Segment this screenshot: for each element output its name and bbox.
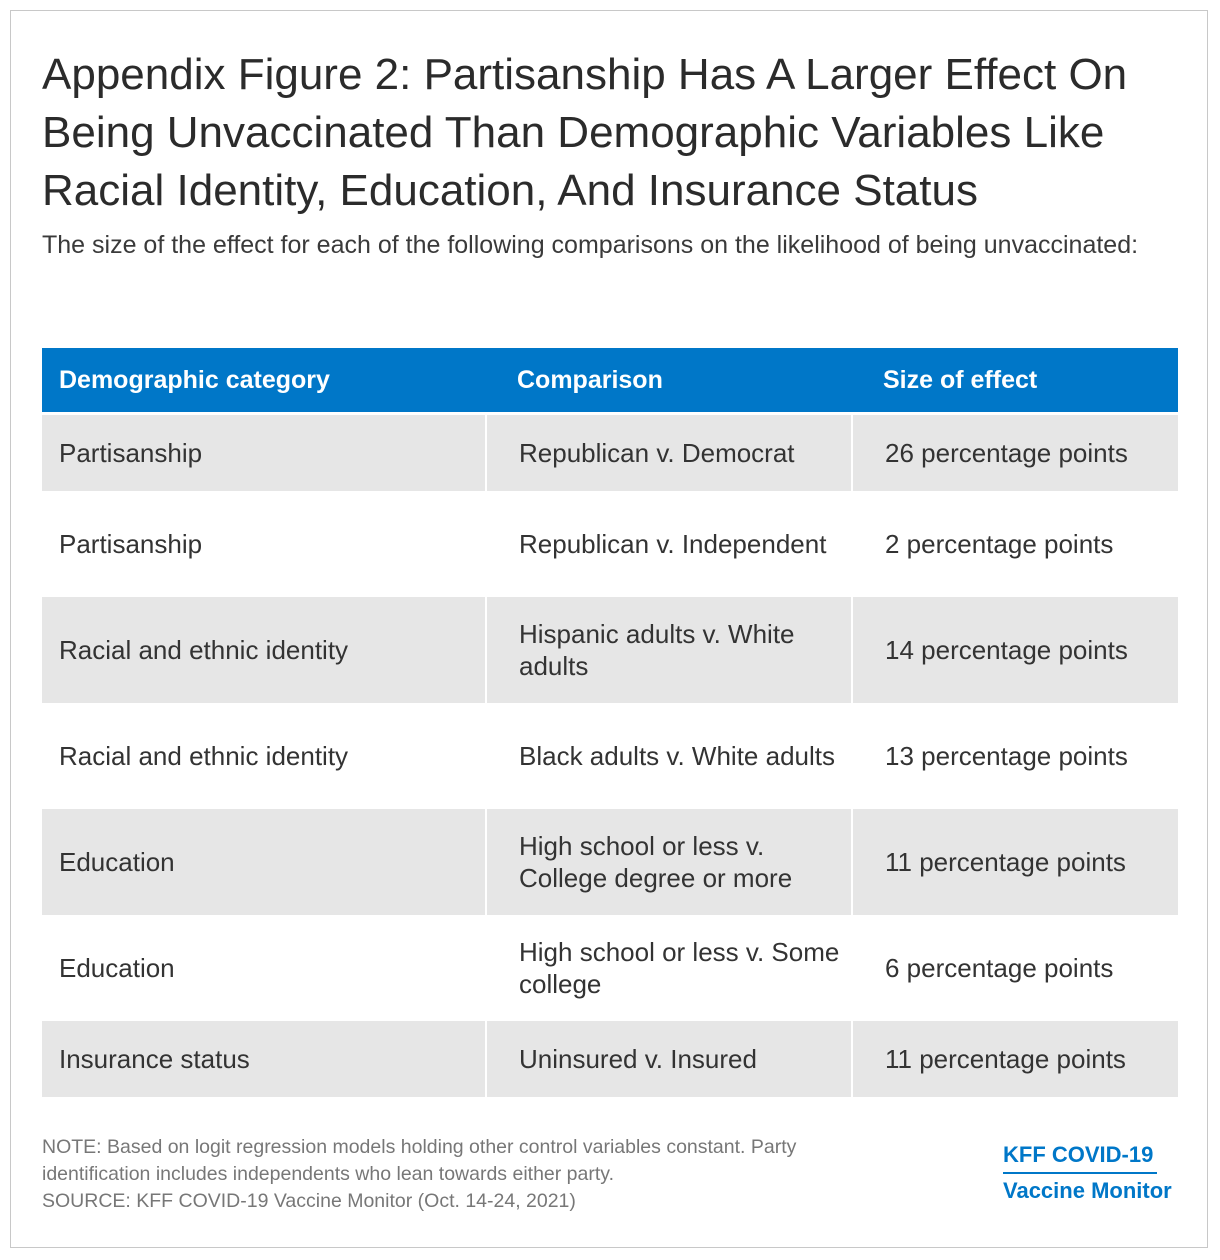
effect-cell: 2 percentage points	[885, 529, 1114, 559]
category-cell: Racial and ethnic identity	[59, 741, 349, 771]
figure-frame	[10, 10, 1208, 1248]
table-row: Racial and ethnic identity Black adults v…	[42, 703, 1178, 809]
table-body: Partisanship Republican v. Democrat 26 per…	[42, 415, 1178, 1097]
category-cell: Education	[59, 953, 175, 983]
category-cell: Partisanship	[59, 529, 203, 559]
header-demographic-category: Demographic category	[59, 365, 330, 394]
table-row: Partisanship Republican v. Independent 2 p…	[42, 491, 1178, 597]
comparison-cell: Republican v. Independent	[519, 529, 827, 559]
table-row: Partisanship Republican v. Democrat 26 per…	[42, 415, 1178, 491]
effect-cell: 26 percentage points	[851, 415, 1178, 491]
effect-cell: 11 percentage points	[851, 809, 1178, 915]
source-line: SOURCE: KFF COVID-19 Vaccine Monitor (Oc…	[42, 1190, 576, 1212]
page-title: Appendix Figure 2: Partisanship Has A La…	[42, 50, 1128, 215]
kff-logo: KFF COVID-19 Vaccine Monitor	[1003, 1140, 1178, 1206]
table-row: Education High school or less v. College …	[42, 809, 1178, 915]
table-row: Insurance status Uninsured v. Insured 11 p…	[42, 1021, 1178, 1097]
header-size-of-effect: Size of effect	[883, 365, 1038, 394]
effect-cell: 13 percentage points	[885, 741, 1128, 771]
comparison-cell: Hispanic adults v. White adults	[485, 597, 851, 703]
subtitle: The size of the effect for each of the f…	[42, 231, 1139, 259]
table-row: Racial and ethnic identity Hispanic adult…	[42, 597, 1178, 703]
effect-cell: 11 percentage points	[851, 1021, 1178, 1097]
category-cell: Racial and ethnic identity	[59, 635, 349, 665]
table-row: Education High school or less v. Some col…	[42, 915, 1178, 1021]
category-cell: Partisanship	[59, 438, 203, 468]
note-line: identification includes independents who…	[42, 1163, 614, 1185]
effects-table: Demographic category Comparison Size of …	[42, 348, 1178, 1097]
header-comparison: Comparison	[517, 365, 663, 394]
category-cell: Education	[59, 847, 175, 877]
effect-cell: 14 percentage points	[851, 597, 1178, 703]
logo-line-1: KFF COVID-19	[1003, 1140, 1157, 1174]
comparison-cell: Uninsured v. Insured	[485, 1021, 851, 1097]
comparison-cell: High school or less v. College degree or…	[485, 809, 851, 915]
note-source: NOTE: Based on logit regression models h…	[42, 1134, 942, 1215]
effect-cell: 6 percentage points	[885, 953, 1114, 983]
comparison-cell: High school or less v. Some college	[519, 937, 840, 999]
comparison-cell: Republican v. Democrat	[485, 415, 851, 491]
comparison-cell: Black adults v. White adults	[519, 741, 835, 771]
table-header: Demographic category Comparison Size of …	[42, 348, 1178, 415]
category-cell: Insurance status	[59, 1044, 250, 1074]
note-line: NOTE: Based on logit regression models h…	[42, 1136, 797, 1158]
logo-line-2: Vaccine Monitor	[1003, 1178, 1172, 1203]
